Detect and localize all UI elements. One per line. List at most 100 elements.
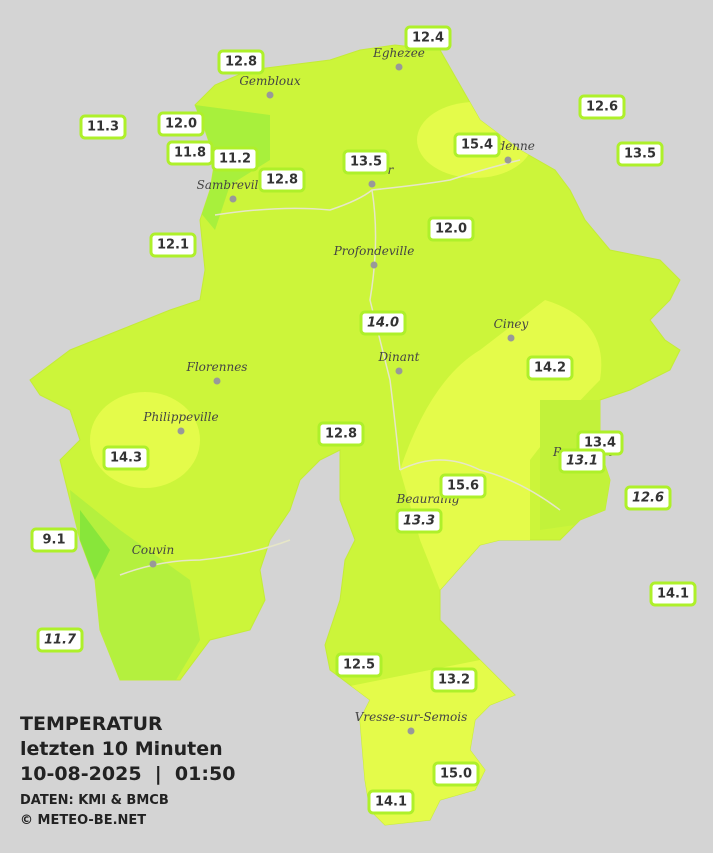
station-value: 12.0 [435, 222, 467, 237]
city-label: Couvin [132, 543, 174, 557]
title: TEMPERATUR [20, 713, 163, 735]
station-box [526, 355, 574, 381]
cities: EghezeeGemblouxAndenneNamurSambrevillePr… [132, 46, 613, 735]
station: 15.6 [439, 473, 487, 499]
station: 13.5 [616, 141, 664, 167]
station-value: 11.3 [87, 120, 119, 135]
warm-zone [90, 392, 200, 488]
station: 11.8 [166, 140, 214, 166]
city-label: Dinant [378, 350, 420, 364]
city-dot [149, 560, 157, 568]
station-box [616, 141, 664, 167]
station-box [367, 789, 415, 815]
timestamp: 10-08-2025 | 01:50 [20, 763, 235, 785]
station-box [430, 667, 478, 693]
city-dot [266, 91, 274, 99]
station-value: 12.8 [225, 55, 257, 70]
copyright: © METEO-BE.NET [20, 813, 146, 828]
station-box [258, 167, 306, 193]
warm-zone [330, 660, 520, 825]
city-dot [504, 156, 512, 164]
station-value: 12.8 [266, 173, 298, 188]
station-box [149, 232, 197, 258]
title-block: TEMPERATUR letzten 10 Minuten 10-08-2025… [20, 713, 235, 828]
station-box [335, 652, 383, 678]
station: 12.6 [624, 485, 672, 511]
station: 14.0 [359, 310, 407, 336]
station-box [453, 132, 501, 158]
station-value: 13.5 [624, 147, 656, 162]
station: 14.2 [526, 355, 574, 381]
station-value: 12.8 [325, 427, 357, 442]
station-box [395, 508, 443, 534]
station-value: 9.1 [42, 533, 65, 548]
station-value: 15.6 [447, 479, 479, 494]
city-dot [229, 195, 237, 203]
station-value: 14.1 [375, 795, 407, 810]
station-value: 15.0 [440, 767, 472, 782]
station: 14.3 [102, 445, 150, 471]
station-box [558, 448, 606, 474]
city-label: Florennes [186, 360, 248, 374]
station-value: 13.1 [566, 454, 598, 469]
city-dot [395, 63, 403, 71]
city-label: Profondeville [333, 244, 415, 258]
station-box [404, 25, 452, 51]
station-value: 13.3 [403, 514, 435, 529]
station-box [30, 527, 78, 553]
station-box [649, 581, 697, 607]
station: 15.4 [453, 132, 501, 158]
station-box [342, 149, 390, 175]
station-box [157, 111, 205, 137]
station: 13.2 [430, 667, 478, 693]
station-value: 11.8 [174, 146, 206, 161]
city-label: Philippeville [142, 410, 218, 424]
station-value: 12.4 [412, 31, 444, 46]
station: 12.0 [427, 216, 475, 242]
station: 12.8 [258, 167, 306, 193]
station-box [36, 627, 84, 653]
station-box [578, 94, 626, 120]
station-box [79, 114, 127, 140]
station-value: 15.4 [461, 138, 493, 153]
station: 11.2 [211, 146, 259, 172]
station-value: 13.2 [438, 673, 470, 688]
station-value: 12.5 [343, 658, 375, 673]
station: 12.0 [157, 111, 205, 137]
city-label: Ciney [494, 317, 529, 331]
city-label: Vresse-sur-Semois [355, 710, 468, 724]
city-dot [370, 261, 378, 269]
station-box [432, 761, 480, 787]
station: 12.6 [578, 94, 626, 120]
station-value: 12.0 [165, 117, 197, 132]
city-dot [407, 727, 415, 735]
station: 13.5 [342, 149, 390, 175]
station-box [102, 445, 150, 471]
station: 11.3 [79, 114, 127, 140]
station-value: 13.4 [584, 436, 616, 451]
station: 12.8 [317, 421, 365, 447]
station: 12.5 [335, 652, 383, 678]
city-dot [213, 377, 221, 385]
station-value: 11.7 [44, 633, 77, 648]
subtitle: letzten 10 Minuten [20, 738, 223, 760]
station-value: 12.6 [586, 100, 618, 115]
station-value: 11.2 [219, 152, 251, 167]
station: 14.1 [649, 581, 697, 607]
station: 13.1 [558, 448, 606, 474]
station-box [211, 146, 259, 172]
station: 11.7 [36, 627, 84, 653]
source: DATEN: KMI & BMCB [20, 793, 169, 808]
station-box [427, 216, 475, 242]
station-box [624, 485, 672, 511]
station: 13.3 [395, 508, 443, 534]
river [119, 539, 291, 576]
station-value: 13.5 [350, 155, 382, 170]
station: 9.1 [30, 527, 78, 553]
station-box [317, 421, 365, 447]
city-label: Sambreville [197, 178, 270, 192]
city-dot [395, 367, 403, 375]
city-label: Gembloux [239, 74, 301, 88]
station-value: 14.2 [534, 361, 566, 376]
